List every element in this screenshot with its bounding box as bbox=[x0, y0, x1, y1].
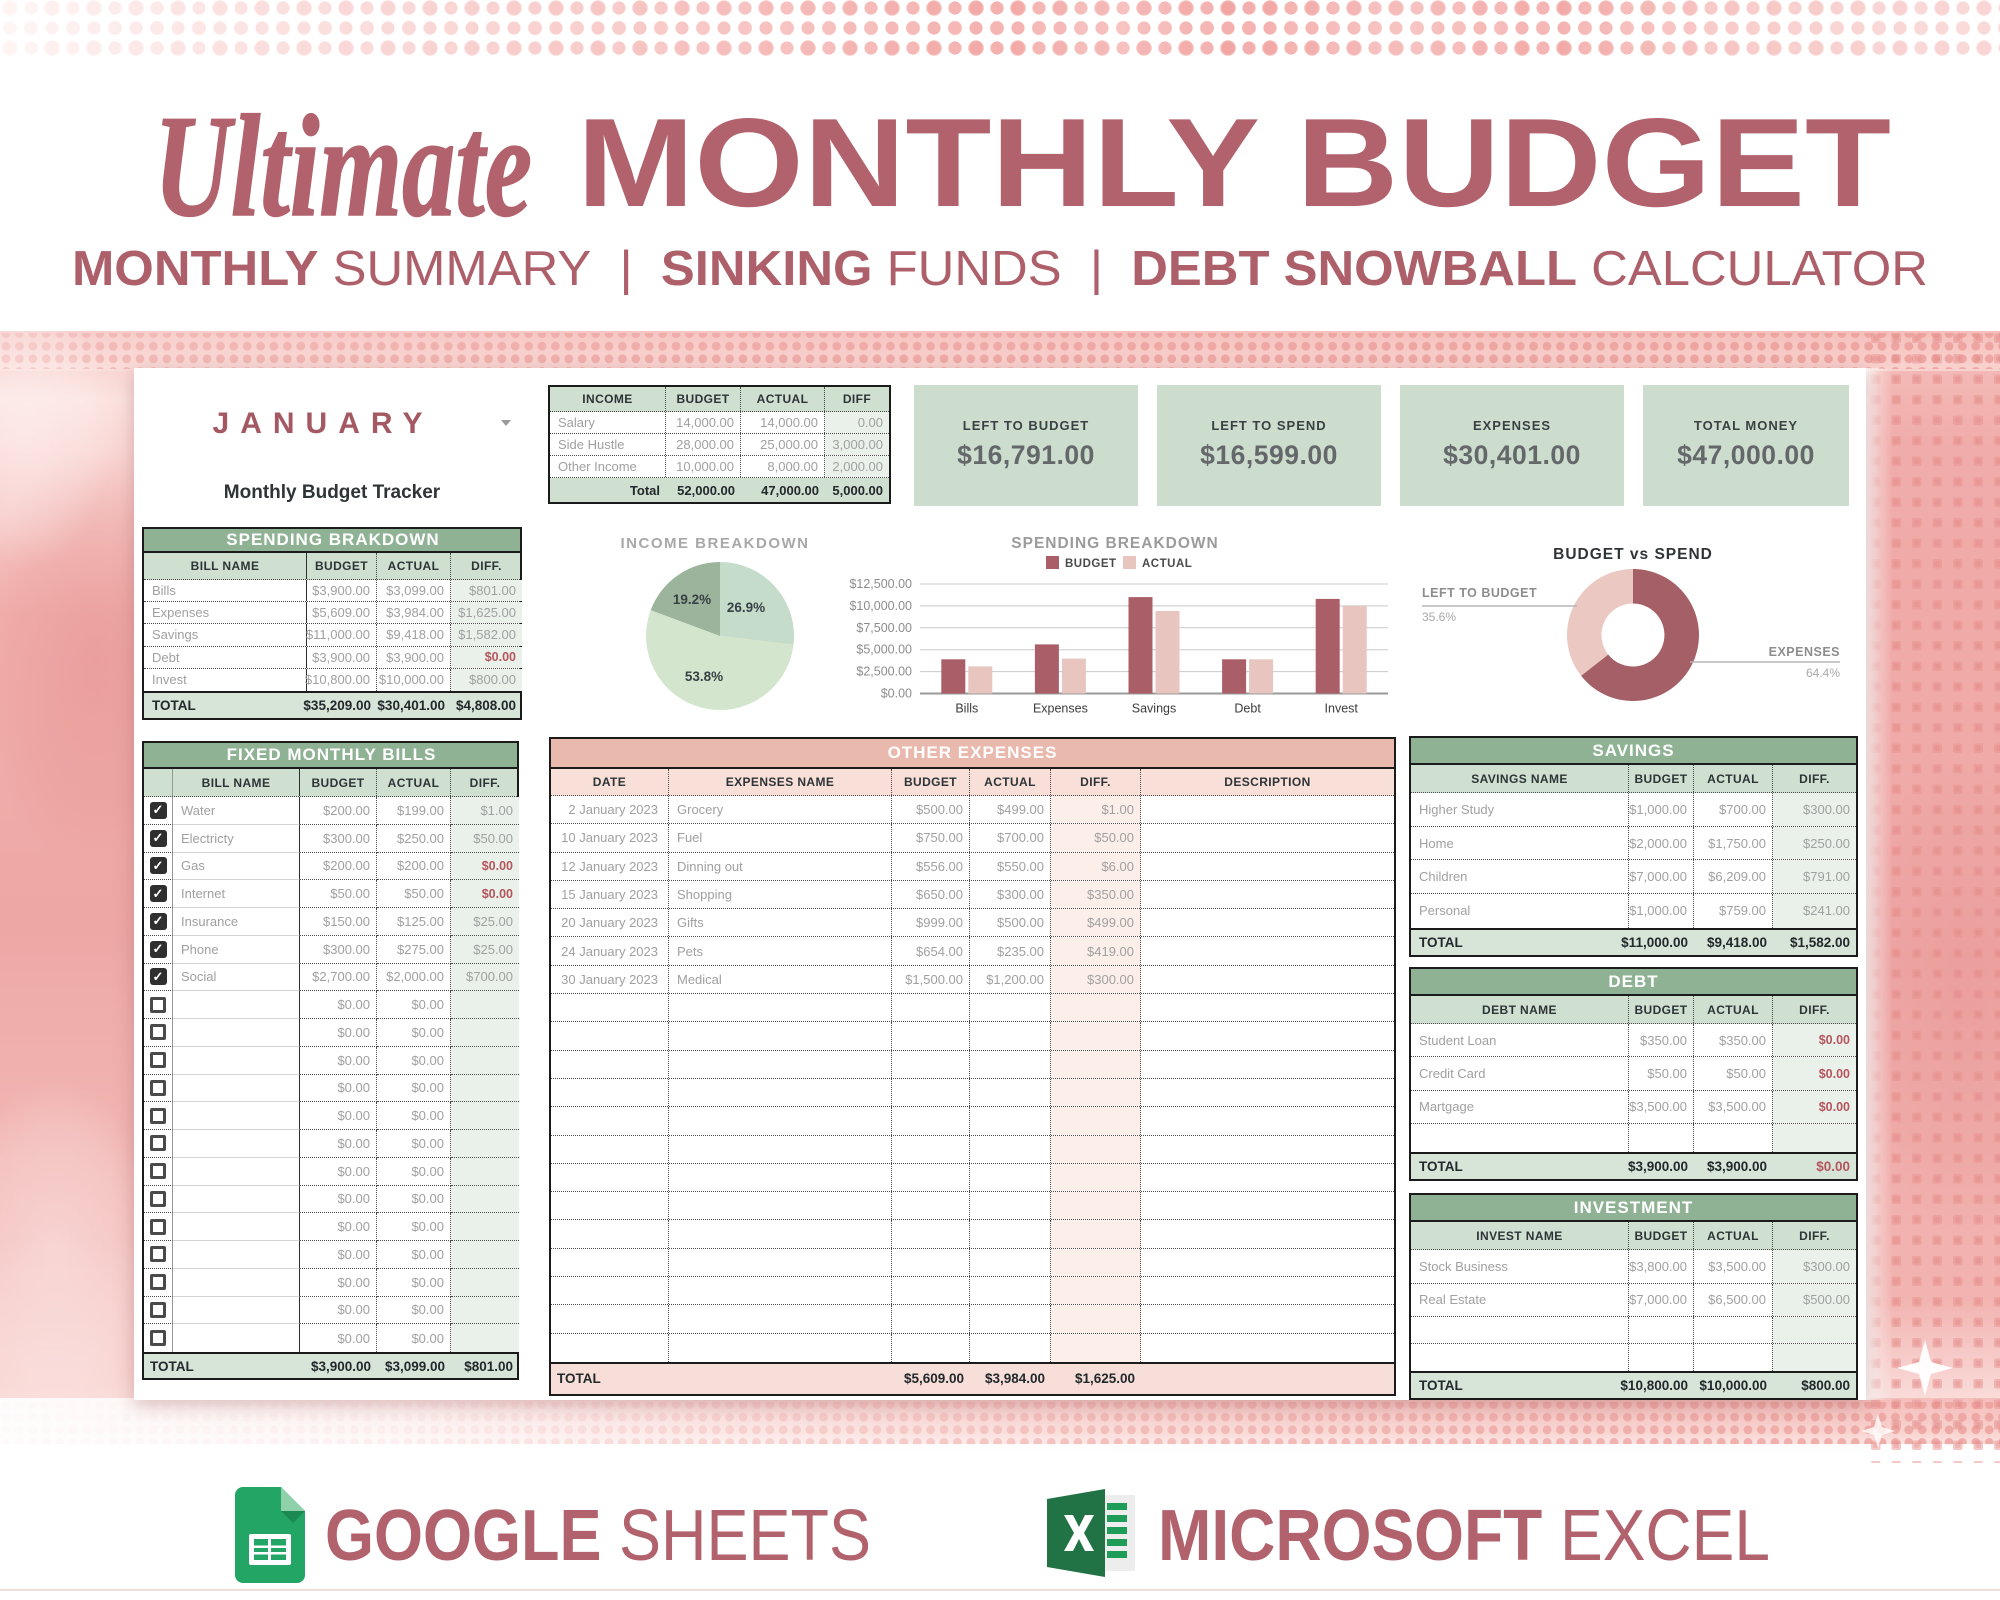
svg-text:Bills: Bills bbox=[955, 702, 978, 716]
svg-text:$12,500.00: $12,500.00 bbox=[849, 577, 912, 591]
svg-text:19.2%: 19.2% bbox=[673, 592, 711, 607]
svg-text:MICROSOFT EXCEL: MICROSOFT EXCEL bbox=[1158, 1496, 1770, 1576]
svg-text:INCOME BREAKDOWN: INCOME BREAKDOWN bbox=[621, 535, 810, 552]
svg-text:LEFT TO BUDGET: LEFT TO BUDGET bbox=[1422, 586, 1537, 600]
svg-text:SPENDING BREAKDOWN: SPENDING BREAKDOWN bbox=[1011, 535, 1218, 552]
svg-text:26.9%: 26.9% bbox=[727, 600, 765, 615]
svg-text:BUDGET vs SPEND: BUDGET vs SPEND bbox=[1553, 546, 1713, 563]
svg-text:$5,000.00: $5,000.00 bbox=[856, 643, 912, 657]
svg-text:BUDGET: BUDGET bbox=[1065, 558, 1117, 570]
svg-text:$10,000.00: $10,000.00 bbox=[849, 599, 912, 613]
svg-text:$7,500.00: $7,500.00 bbox=[856, 621, 912, 635]
svg-text:MONTHLY SUMMARY | SINKING FU: MONTHLY SUMMARY | SINKING FUNDS | DEBT S… bbox=[72, 242, 1928, 296]
svg-text:$2,500.00: $2,500.00 bbox=[856, 665, 912, 679]
svg-text:Savings: Savings bbox=[1132, 702, 1176, 716]
svg-text:64.4%: 64.4% bbox=[1806, 666, 1840, 680]
svg-text:ACTUAL: ACTUAL bbox=[1142, 558, 1192, 570]
svg-text:Debt: Debt bbox=[1234, 702, 1261, 716]
svg-text:$0.00: $0.00 bbox=[881, 687, 912, 701]
svg-text:53.8%: 53.8% bbox=[685, 669, 723, 684]
svg-text:Ultimate: Ultimate bbox=[154, 90, 532, 247]
svg-text:EXPENSES: EXPENSES bbox=[1769, 645, 1840, 659]
svg-text:Expenses: Expenses bbox=[1033, 702, 1088, 716]
svg-text:35.6%: 35.6% bbox=[1422, 610, 1456, 624]
svg-text:GOOGLE SHEETS: GOOGLE SHEETS bbox=[325, 1496, 871, 1576]
svg-text:Invest: Invest bbox=[1325, 702, 1359, 716]
svg-text:MONTHLY BUDGET: MONTHLY BUDGET bbox=[577, 92, 1891, 233]
